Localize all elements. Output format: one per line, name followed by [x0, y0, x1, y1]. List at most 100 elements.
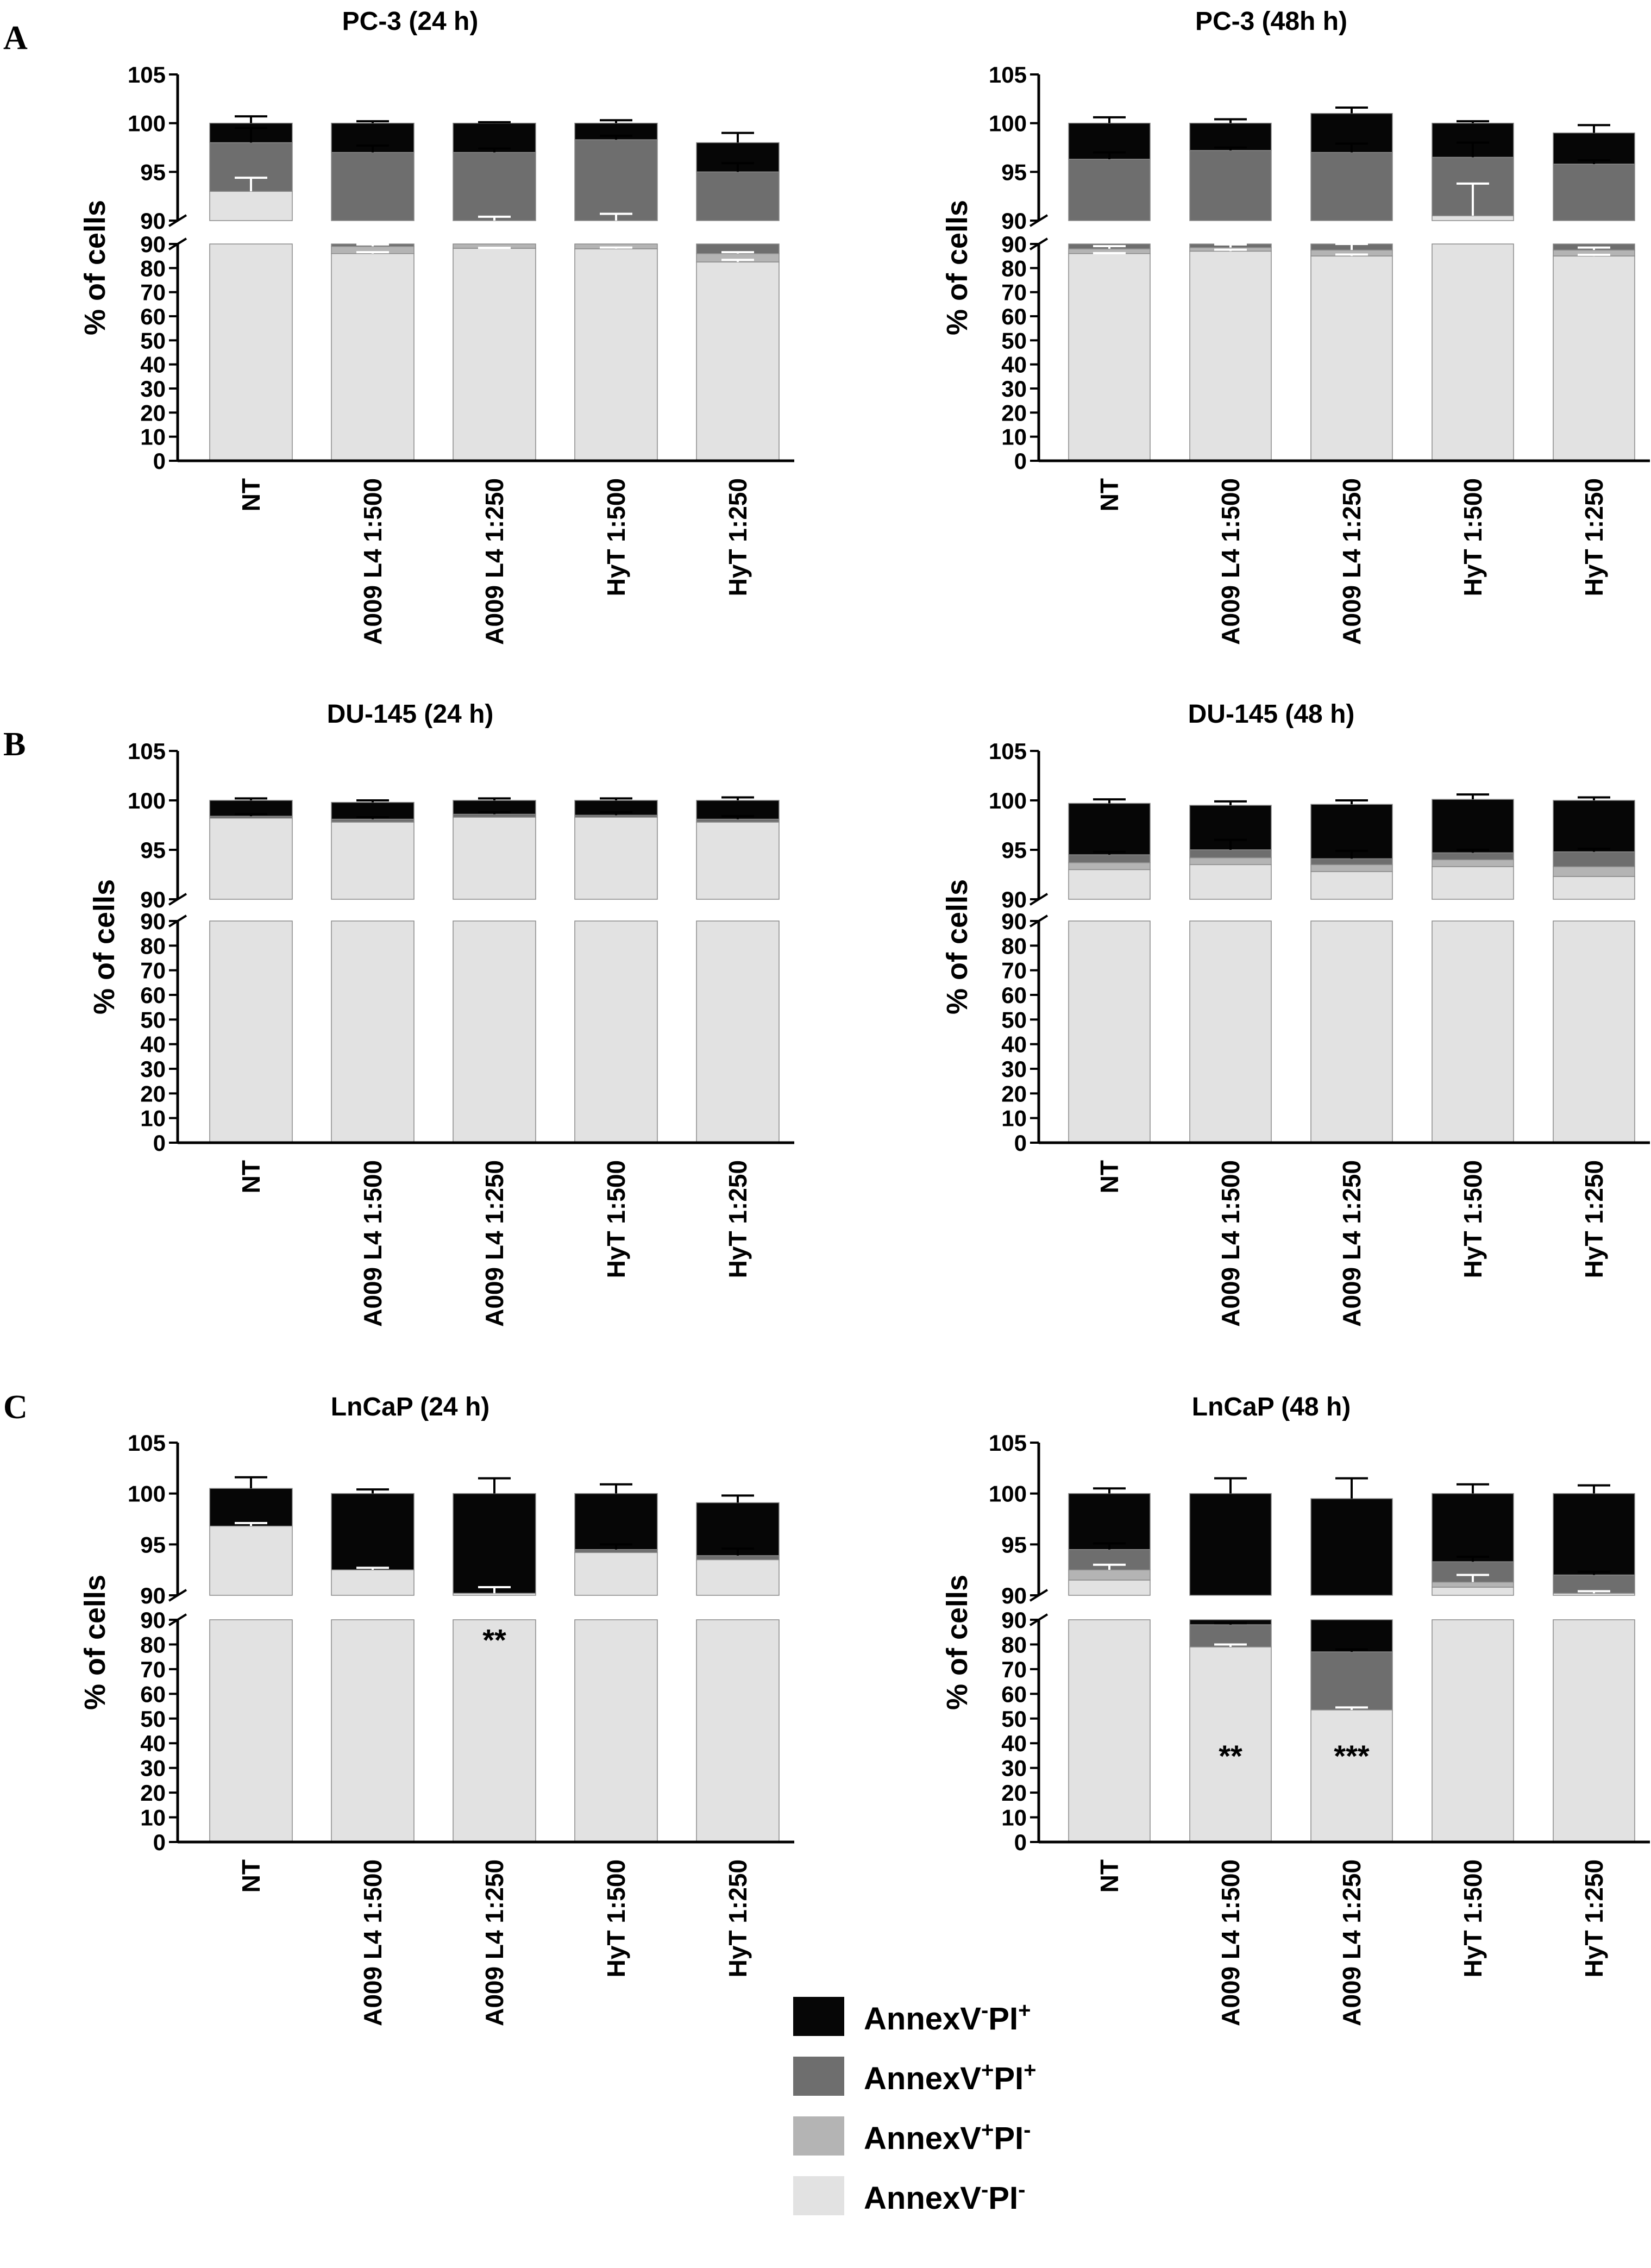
significance-mark: ***	[1334, 1739, 1370, 1773]
bar-segment-an_pi_neg	[209, 243, 293, 461]
legend-label: AnnexV+PI-	[864, 2118, 1031, 2156]
bar-segment-an_neg_pi_pos	[1310, 1619, 1393, 1652]
bar-segment-an_neg_pi_pos	[1432, 1493, 1514, 1562]
bar-segment-an_pi_neg	[696, 822, 780, 900]
y-tick-label: 60	[140, 982, 166, 1008]
bar-segment-an_pi_neg	[453, 1619, 536, 1843]
category-label: A009 L4 1:250	[480, 478, 509, 645]
y-axis-label: % of cells	[941, 1575, 974, 1710]
y-tick-label: 105	[128, 738, 166, 764]
legend-swatch-an_pi_neg	[793, 2176, 844, 2215]
category-label: HyT 1:500	[602, 478, 630, 596]
y-tick-label: 90	[140, 1583, 166, 1608]
y-tick-label: 90	[140, 887, 166, 912]
y-axis-label: % of cells	[88, 879, 121, 1014]
chart-title: DU-145 (48 h)	[1188, 700, 1355, 729]
y-tick-label: 70	[140, 1657, 166, 1682]
y-tick-label: 80	[140, 255, 166, 281]
bar-segment-an_pi_neg	[209, 1525, 293, 1596]
category-label: NT	[237, 1160, 265, 1193]
y-tick-label: 95	[140, 1532, 166, 1557]
y-tick-label: 30	[1001, 1756, 1027, 1781]
y-axis-label: % of cells	[941, 200, 974, 335]
legend-swatch-an_neg_pi_pos	[793, 1997, 844, 2036]
bar-segment-an_pos_pi_pos	[696, 818, 780, 823]
y-tick-label: 105	[128, 1430, 166, 1456]
bar-segment-an_pi_neg	[1189, 1646, 1272, 1843]
y-tick-label: 0	[153, 448, 166, 474]
category-label: HyT 1:250	[724, 1859, 752, 1977]
bar-segment-an_neg_pi_pos	[1553, 800, 1635, 853]
y-tick-label: 40	[1001, 352, 1027, 378]
y-axis-label: % of cells	[79, 1575, 111, 1710]
chart-title: LnCaP (24 h)	[331, 1393, 490, 1421]
y-tick-label: 0	[153, 1830, 166, 1855]
bar-segment-an_pi_neg	[331, 253, 415, 461]
y-tick-label: 80	[1001, 1632, 1027, 1657]
bar-segment-an_pi_neg	[331, 822, 415, 900]
bar-segment-an_pi_neg	[1068, 253, 1151, 461]
bar-segment-an_pos_pi_pos	[1432, 852, 1514, 860]
bar-segment-an_pi_neg	[1068, 869, 1151, 900]
category-label: HyT 1:250	[1580, 478, 1608, 596]
y-tick-label: 90	[140, 1607, 166, 1633]
bar-segment-an_pi_neg	[1432, 215, 1514, 221]
y-tick-label: 20	[140, 1780, 166, 1806]
y-tick-label: 90	[140, 231, 166, 257]
y-tick-label: 90	[1001, 231, 1027, 257]
bar-segment-an_pi_neg	[1432, 866, 1514, 900]
y-tick-label: 100	[989, 111, 1027, 136]
bar-segment-an_pos_pi_pos	[574, 139, 658, 221]
y-tick-label: 80	[1001, 933, 1027, 958]
charts-group: PC-3 (24 h) % of cells NT A009 L4 1:500 A009…	[79, 7, 1650, 2026]
y-tick-label: 10	[1001, 424, 1027, 450]
category-label: A009 L4 1:500	[1216, 1859, 1245, 2026]
bar-segment-an_pos_pi_neg	[1068, 862, 1151, 870]
bar-segment-an_pos_pi_neg	[1432, 1581, 1514, 1588]
bar-segment-an_pos_pi_pos	[1310, 1651, 1393, 1711]
category-label: A009 L4 1:250	[1338, 1859, 1366, 2026]
category-label: NT	[237, 1859, 265, 1893]
bar-segment-an_neg_pi_pos	[209, 1488, 293, 1527]
panel-label-b: B	[3, 726, 26, 763]
bar-segment-an_pi_neg	[209, 1619, 293, 1843]
chart-title: PC-3 (48h h)	[1195, 7, 1347, 36]
bar-segment-an_pos_pi_pos	[331, 152, 415, 221]
legend-label-sup2: -	[1018, 2178, 1025, 2202]
legend-label-mid: PI	[988, 2181, 1018, 2216]
bar-segment-an_pi_neg	[1189, 864, 1272, 900]
bar-segment-an_pi_neg	[1310, 920, 1393, 1143]
legend-label-sup2: +	[1018, 1998, 1031, 2022]
y-tick-label: 105	[989, 738, 1027, 764]
legend-label-mid: PI	[988, 2001, 1018, 2037]
y-tick-label: 40	[1001, 1731, 1027, 1756]
chart-title: DU-145 (24 h)	[327, 700, 494, 729]
bar-segment-an_neg_pi_pos	[1068, 1493, 1151, 1550]
category-label: A009 L4 1:500	[359, 1859, 387, 2026]
y-tick-label: 100	[128, 111, 166, 136]
panel-label-a: A	[3, 20, 28, 57]
y-tick-label: 20	[1001, 400, 1027, 425]
bar-segment-an_pi_neg	[1189, 920, 1272, 1143]
bar-segment-an_pi_neg	[209, 920, 293, 1143]
y-tick-label: 50	[1001, 1706, 1027, 1732]
category-label: HyT 1:500	[1459, 478, 1487, 596]
y-tick-label: 0	[1014, 1830, 1027, 1855]
y-tick-label: 30	[1001, 1056, 1027, 1082]
y-tick-label: 60	[1001, 304, 1027, 329]
bar-segment-an_pi_neg	[1189, 250, 1272, 461]
bar-segment-an_pi_neg	[696, 920, 780, 1143]
chart-5: LnCaP (48 h) % of cells NT A009 L4 1:500 A00…	[941, 1393, 1650, 2026]
chart-title: LnCaP (48 h)	[1192, 1393, 1351, 1421]
bar-segment-an_pi_neg	[696, 1559, 780, 1596]
category-label: HyT 1:500	[602, 1859, 630, 1977]
y-tick-label: 50	[1001, 1007, 1027, 1032]
y-tick-label: 20	[1001, 1780, 1027, 1806]
y-tick-label: 80	[140, 933, 166, 958]
y-tick-label: 95	[140, 159, 166, 185]
chart-title: PC-3 (24 h)	[342, 7, 479, 36]
bar-segment-an_pi_neg	[1310, 1709, 1393, 1843]
legend-label-sup1: -	[981, 2178, 988, 2202]
y-tick-label: 100	[989, 788, 1027, 813]
y-tick-label: 20	[140, 400, 166, 425]
